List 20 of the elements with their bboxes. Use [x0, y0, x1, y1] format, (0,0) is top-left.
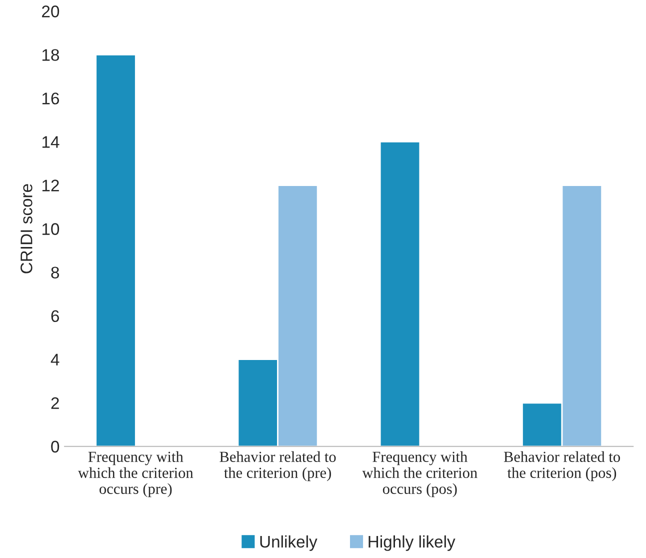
y-tick-label: 6	[51, 310, 60, 322]
y-tick-label: 8	[51, 266, 60, 279]
bar	[95, 54, 136, 446]
y-tick-label: 14	[42, 136, 60, 148]
y-tick-label: 18	[42, 49, 60, 61]
x-tick-label: Frequency with which the criterion occurs (pre)	[78, 451, 194, 498]
y-tick-label: 2	[51, 397, 59, 409]
y-tick-label: 4	[50, 354, 60, 366]
x-tick-label: Behavior related to the criterion (pos)	[504, 451, 620, 482]
legend-label: Highly likely	[368, 535, 456, 551]
y-tick-label: 0	[51, 440, 60, 453]
y-tick-label: 12	[42, 180, 59, 192]
x-tick-label: Frequency with which the criterion occurs (pos)	[362, 451, 478, 498]
legend-label: Unlikely	[260, 535, 318, 551]
y-tick-label: 10	[42, 223, 60, 235]
y-axis-title: CRIDI score	[20, 184, 32, 274]
y-tick-label: 16	[42, 92, 60, 104]
y-tick-label: 20	[42, 6, 60, 18]
bar	[379, 141, 421, 446]
x-tick-label: Behavior related to the criterion (pre)	[220, 451, 336, 482]
